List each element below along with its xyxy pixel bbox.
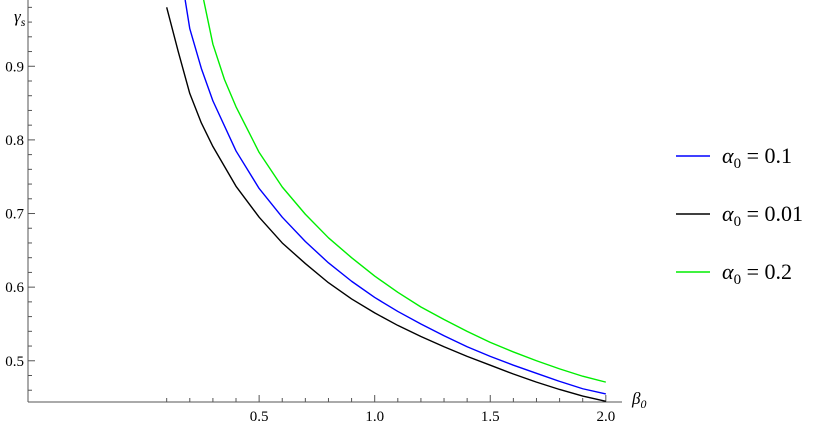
series-line-2: [202, 0, 606, 383]
legend-label-value: = 0.2: [741, 259, 792, 284]
plot-area: [166, 0, 606, 402]
series-line-0: [184, 0, 606, 395]
legend-label-base: α: [722, 201, 734, 226]
y-tick-label: 0.5: [5, 354, 24, 370]
x-axis-label-base: β: [631, 389, 641, 408]
y-axis-label-sub: s: [21, 15, 26, 29]
x-tick-label: 2.0: [596, 409, 615, 425]
y-tick-label: 0.9: [5, 59, 24, 75]
axes: 0.5 1.0 1.5 2.0 0.5 0.6 0.7 0.8 0.9 β0 γs: [5, 0, 646, 425]
legend-label-base: α: [722, 259, 734, 284]
legend-label-2: α0 = 0.2: [722, 259, 792, 288]
legend-label-value: = 0.01: [741, 201, 803, 226]
x-axis-label-sub: 0: [640, 397, 646, 411]
y-tick-label: 0.7: [5, 207, 24, 223]
legend-label-sub: 0: [734, 272, 742, 288]
legend-label-1: α0 = 0.01: [722, 201, 803, 230]
x-tick-label: 0.5: [250, 409, 269, 425]
legend-label-sub: 0: [734, 156, 742, 172]
y-axis-label-base: γ: [14, 7, 22, 26]
legend-label-0: α0 = 0.1: [722, 143, 792, 172]
x-tick-label: 1.0: [365, 409, 384, 425]
x-axis-label: β0: [631, 389, 646, 411]
series-line-1: [166, 7, 606, 402]
y-tick-label: 0.6: [5, 280, 24, 296]
legend-label-sub: 0: [734, 214, 742, 230]
legend-label-base: α: [722, 143, 734, 168]
legend-label-value: = 0.1: [741, 143, 792, 168]
y-tick-label: 0.8: [5, 133, 24, 149]
x-tick-label: 1.5: [481, 409, 500, 425]
y-axis-label: γs: [14, 7, 26, 29]
